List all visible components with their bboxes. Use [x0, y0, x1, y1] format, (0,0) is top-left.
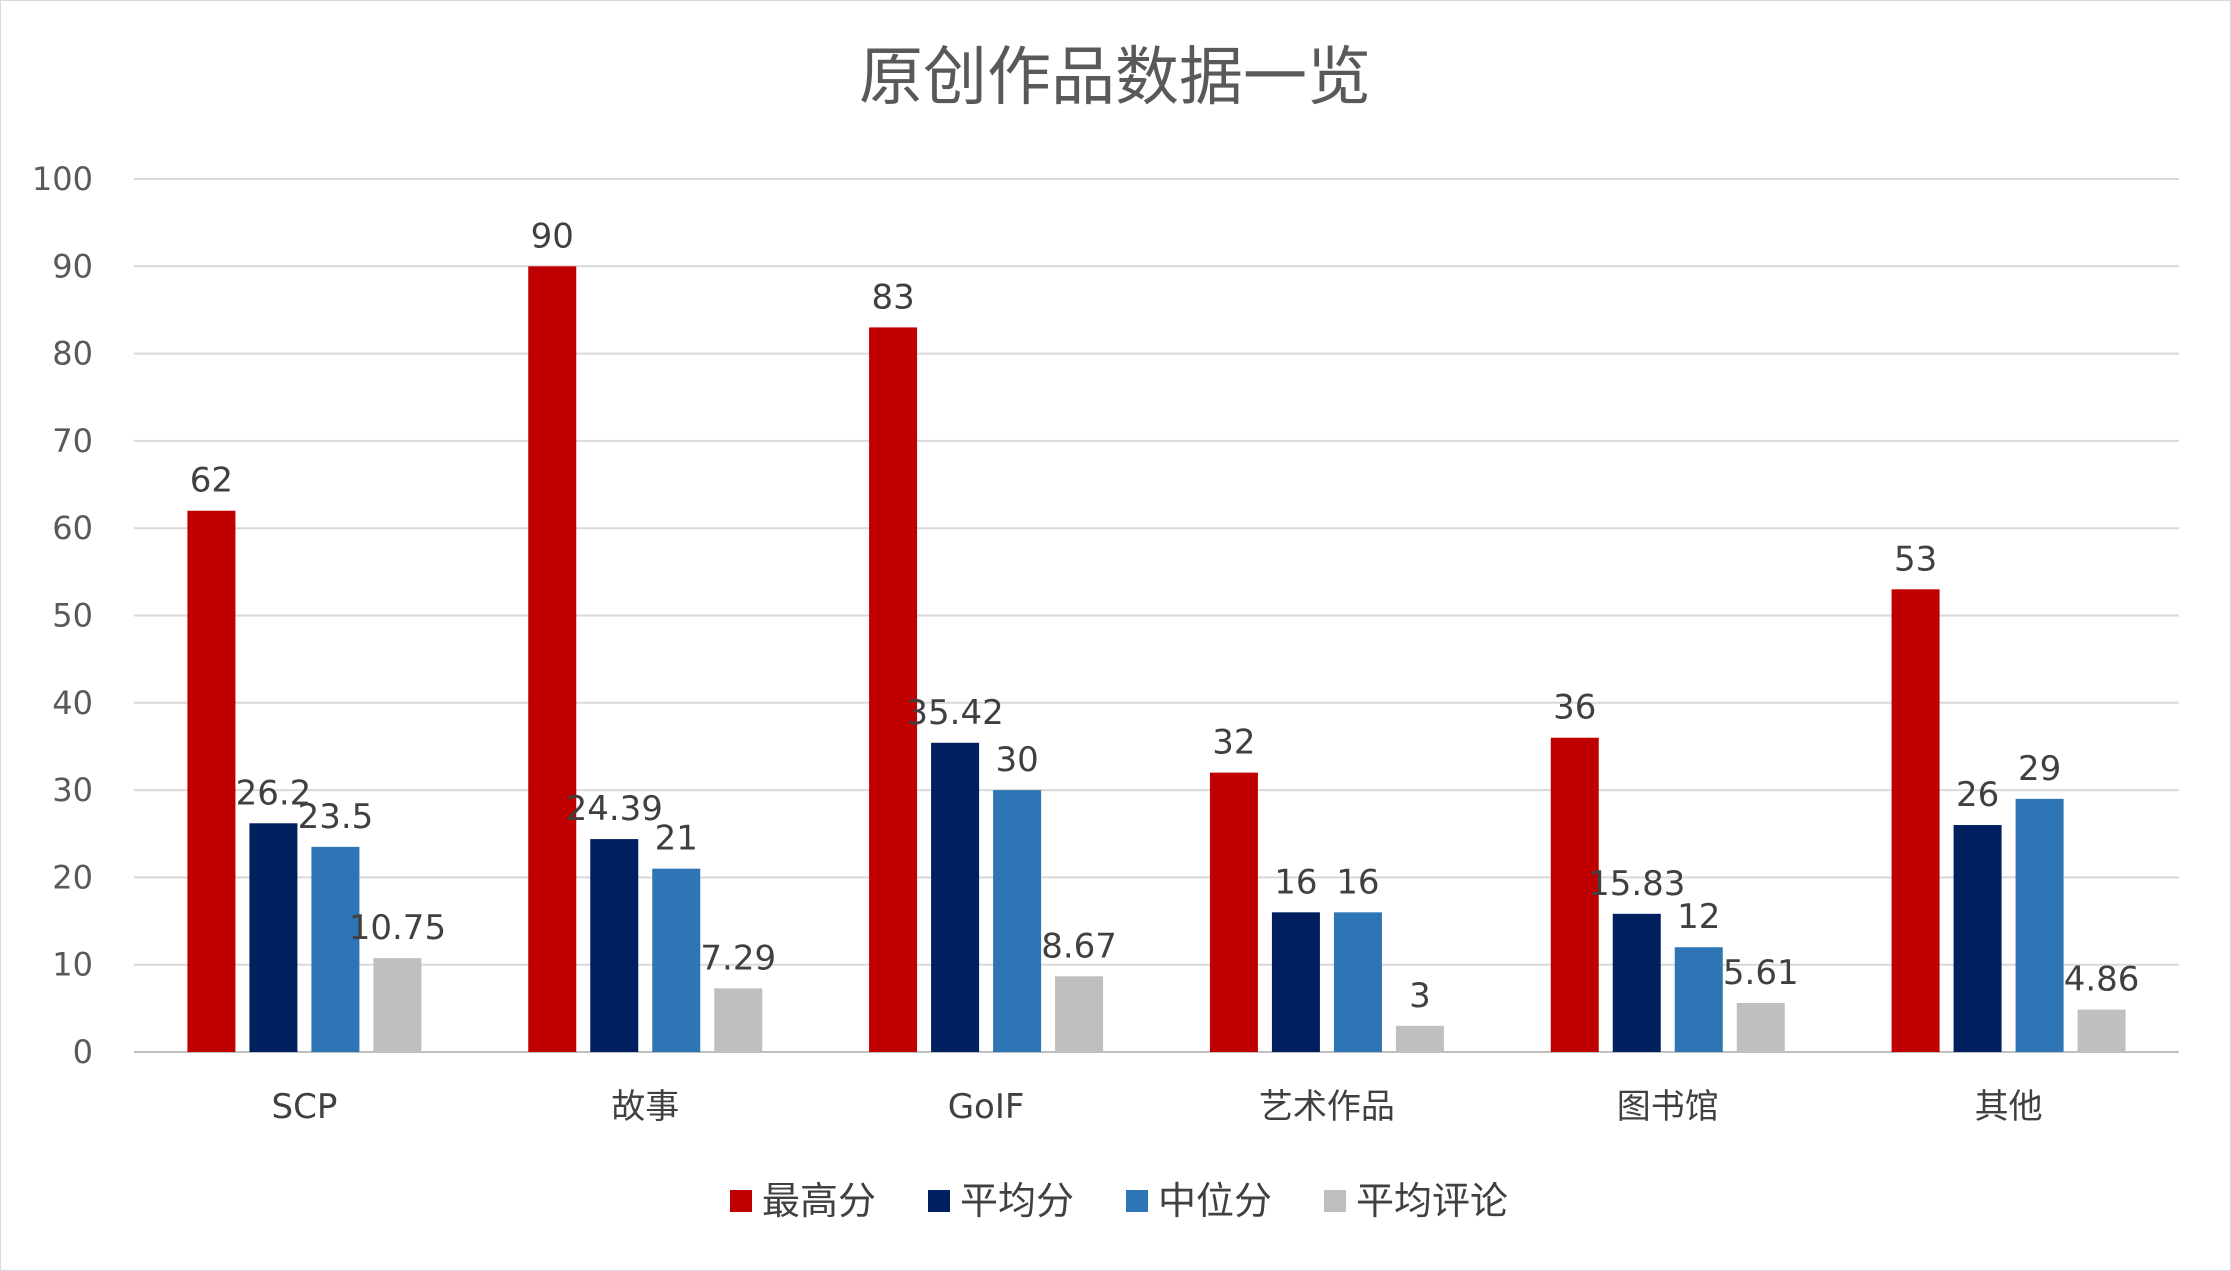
- data-label: 90: [531, 216, 574, 256]
- legend-swatch: [730, 1190, 752, 1212]
- data-label: 16: [1336, 862, 1379, 902]
- data-label: 26: [1956, 775, 1999, 815]
- bar: [1953, 825, 2002, 1052]
- x-category-label: SCP: [272, 1087, 338, 1127]
- bar: [2015, 798, 2064, 1052]
- bar: [1891, 589, 1940, 1052]
- data-label: 53: [1894, 539, 1937, 579]
- x-axis-categories: SCP 故事 GoIF 艺术作品 图书馆 其他: [272, 1087, 2043, 1127]
- data-label: 21: [655, 819, 698, 859]
- y-tick-label: 60: [52, 509, 93, 547]
- bars: [187, 266, 2126, 1052]
- bar: [1736, 1003, 1785, 1052]
- bar: [311, 846, 360, 1052]
- x-category-label: 图书馆: [1617, 1087, 1719, 1127]
- data-label: 3: [1409, 976, 1431, 1016]
- data-label: 83: [871, 277, 914, 317]
- bar: [1333, 912, 1382, 1052]
- y-tick-label: 0: [73, 1033, 93, 1071]
- data-label: 15.83: [1588, 864, 1685, 904]
- bar: [2077, 1009, 2126, 1052]
- bar: [187, 510, 236, 1052]
- bar: [590, 839, 639, 1052]
- data-label: 35.42: [906, 693, 1003, 733]
- y-tick-label: 90: [52, 247, 93, 285]
- data-label: 10.75: [349, 908, 446, 948]
- bar: [373, 958, 422, 1052]
- data-label: 16: [1274, 862, 1317, 902]
- y-tick-label: 80: [52, 335, 93, 373]
- data-label: 24.39: [566, 789, 663, 829]
- legend-swatch: [1126, 1190, 1148, 1212]
- data-label: 5.61: [1723, 953, 1799, 993]
- data-label: 7.29: [700, 938, 776, 978]
- bar: [714, 988, 763, 1052]
- bar: [249, 823, 298, 1052]
- legend-label: 中位分: [1158, 1179, 1272, 1223]
- legend-swatch: [928, 1190, 950, 1212]
- legend-label: 平均分: [960, 1179, 1074, 1223]
- y-tick-label: 40: [52, 684, 93, 722]
- y-tick-label: 20: [52, 858, 93, 896]
- data-label: 12: [1677, 897, 1720, 937]
- data-label: 23.5: [298, 797, 374, 837]
- x-category-label: 其他: [1975, 1087, 2043, 1127]
- data-label: 36: [1553, 688, 1596, 728]
- data-label: 30: [995, 740, 1038, 780]
- data-label: 26.2: [236, 773, 312, 813]
- bar: [1271, 912, 1320, 1052]
- bar: [1550, 737, 1599, 1052]
- legend-swatch: [1324, 1190, 1346, 1212]
- bar: [1612, 913, 1661, 1052]
- bar: [993, 790, 1042, 1052]
- bar: [528, 266, 577, 1052]
- data-label: 4.86: [2064, 960, 2140, 1000]
- y-tick-label: 10: [52, 946, 93, 984]
- bar: [1674, 947, 1723, 1052]
- bar: [1395, 1025, 1444, 1052]
- x-category-label: 故事: [611, 1087, 679, 1127]
- bar: [869, 327, 918, 1052]
- legend: 最高分 平均分 中位分 平均评论: [730, 1179, 1508, 1223]
- bar: [1209, 772, 1258, 1052]
- legend-label: 平均评论: [1356, 1179, 1508, 1223]
- data-label: 29: [2018, 749, 2061, 789]
- x-category-label: GoIF: [948, 1087, 1025, 1127]
- bar: [652, 868, 701, 1052]
- y-tick-label: 100: [32, 160, 93, 198]
- bar: [931, 742, 980, 1052]
- bar: [1055, 976, 1104, 1052]
- chart-title: 原创作品数据一览: [859, 41, 1371, 115]
- y-tick-label: 50: [52, 597, 93, 635]
- legend-label: 最高分: [762, 1179, 876, 1223]
- data-label: 32: [1212, 723, 1255, 763]
- data-label: 8.67: [1041, 926, 1117, 966]
- x-category-label: 艺术作品: [1259, 1087, 1395, 1127]
- gridlines: [134, 178, 2179, 1053]
- y-tick-label: 70: [52, 422, 93, 460]
- y-axis-ticks: 0 10 20 30 40 50 60 70 80 90 100: [32, 160, 93, 1071]
- y-tick-label: 30: [52, 771, 93, 809]
- data-label: 62: [190, 461, 233, 501]
